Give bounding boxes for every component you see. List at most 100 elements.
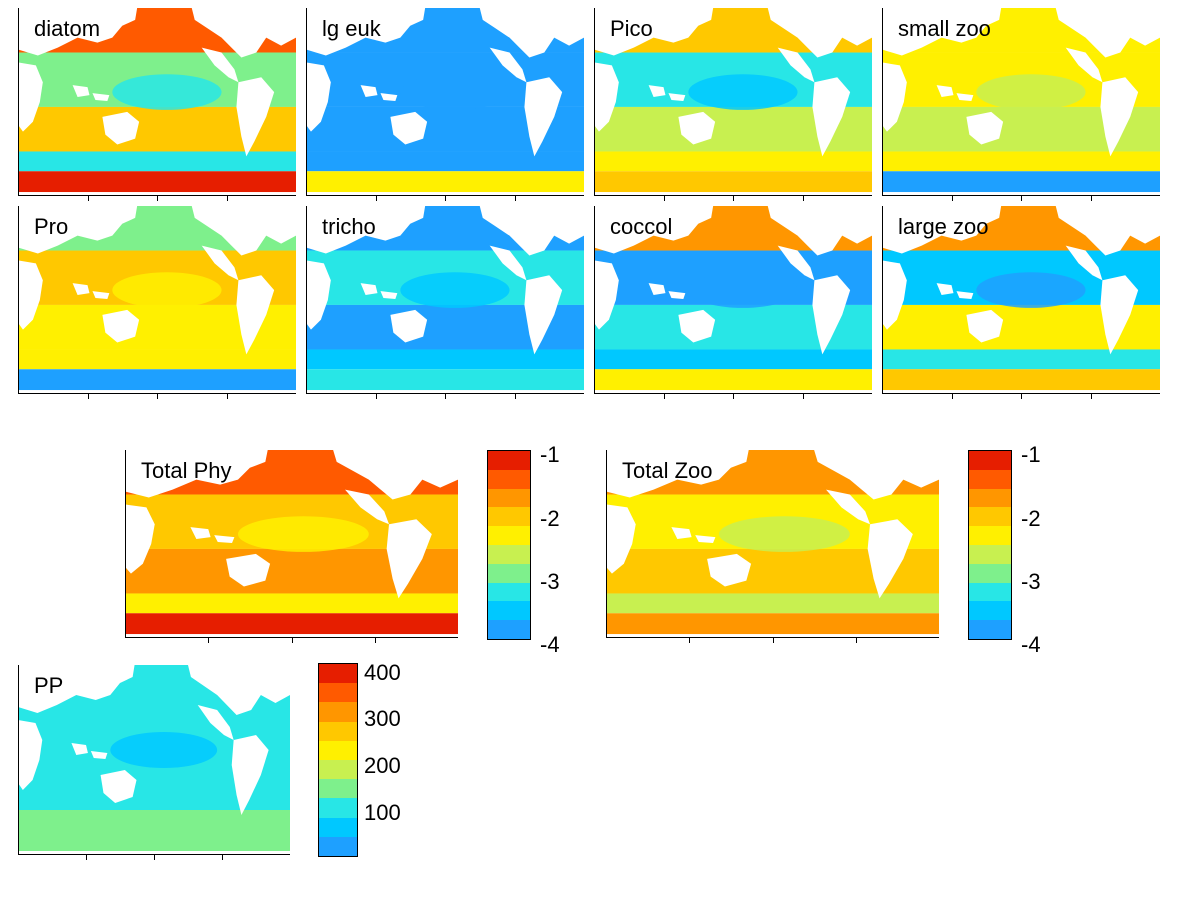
land-mass <box>489 245 527 281</box>
land-mass <box>867 519 913 599</box>
ocean-region <box>18 369 296 394</box>
land-mass <box>524 77 563 157</box>
land-mass <box>594 62 619 132</box>
colorbar-tick: -1 <box>540 442 560 467</box>
colorbar-segment <box>319 759 357 780</box>
land-mass <box>777 245 815 281</box>
land-mass <box>92 93 110 102</box>
land-mass <box>479 8 584 58</box>
land-mass <box>606 504 636 574</box>
gyre-region <box>112 74 222 110</box>
map-panel-coccol: coccol <box>594 206 872 399</box>
antarctica-edge <box>306 192 584 196</box>
land-mass <box>71 743 88 755</box>
gyre-region <box>976 74 1086 110</box>
x-axis <box>882 393 1160 399</box>
map-panel-large-zoo: large zoo <box>882 206 1160 399</box>
land-mass <box>191 206 296 256</box>
land-mass <box>695 535 716 544</box>
land-mass <box>18 665 135 713</box>
ocean-region <box>594 151 872 172</box>
land-mass <box>882 260 907 330</box>
land-mass <box>306 62 331 132</box>
land-mass <box>767 8 872 58</box>
ocean-region <box>882 151 1160 172</box>
map-panel-small-zoo: small zoo <box>882 8 1160 201</box>
colorbar-tick: -4 <box>540 632 560 657</box>
gyre-region <box>976 272 1086 308</box>
land-mass <box>72 85 90 98</box>
land-mass <box>18 720 43 790</box>
y-axis <box>125 450 126 638</box>
land-mass <box>360 85 378 98</box>
colorbar-segment <box>488 526 530 545</box>
land-mass <box>524 275 563 355</box>
ocean-map <box>18 206 296 394</box>
y-axis <box>882 206 883 394</box>
land-mass <box>594 206 714 254</box>
land-mass <box>882 8 1002 56</box>
colorbar-segment <box>319 683 357 703</box>
antarctica-edge <box>882 390 1160 394</box>
colorbar-tick: -2 <box>540 506 560 531</box>
ocean-region <box>306 151 584 172</box>
land-mass <box>936 283 954 296</box>
land-mass <box>648 85 666 98</box>
x-axis <box>18 393 296 399</box>
map-panel-total-phy: Total Phy <box>125 450 458 643</box>
map-panel-diatom: diatom <box>18 8 296 201</box>
x-axis <box>594 195 872 201</box>
land-mass <box>345 489 390 525</box>
antarctica-edge <box>18 390 296 394</box>
land-mass <box>100 770 137 803</box>
land-mass <box>966 309 1004 343</box>
land-mass <box>72 283 90 296</box>
colorbar-log-2 <box>968 450 1012 640</box>
ocean-region <box>18 151 296 172</box>
ocean-region <box>594 369 872 394</box>
x-axis <box>306 393 584 399</box>
land-mass <box>826 489 871 525</box>
y-axis <box>306 206 307 394</box>
colorbar-segment <box>969 488 1011 508</box>
map-panel-total-zoo: Total Zoo <box>606 450 939 643</box>
land-mass <box>125 504 155 574</box>
land-mass <box>306 8 426 56</box>
ocean-region <box>18 830 290 855</box>
land-mass <box>479 206 584 256</box>
colorbar-segment <box>488 563 530 583</box>
ocean-map <box>882 206 1160 394</box>
land-mass <box>201 47 239 83</box>
land-mass <box>214 535 235 544</box>
land-mass <box>814 450 939 500</box>
colorbar-segment <box>319 836 357 856</box>
colorbar-segment <box>488 469 530 489</box>
gyre-region <box>400 74 510 110</box>
land-mass <box>671 527 692 540</box>
land-mass <box>18 260 43 330</box>
x-axis <box>306 195 584 201</box>
map-panel-lg-euk: lg euk <box>306 8 584 201</box>
colorbar-segment <box>969 544 1011 564</box>
colorbar-log <box>487 450 531 640</box>
land-mass <box>678 111 716 145</box>
colorbar-segment <box>488 582 530 602</box>
gyre-region <box>688 272 798 308</box>
antarctica-edge <box>594 390 872 394</box>
land-mass <box>678 309 716 343</box>
land-mass <box>188 665 290 715</box>
gyre-region <box>400 272 510 308</box>
land-mass <box>767 206 872 256</box>
antarctica-edge <box>606 634 939 638</box>
land-mass <box>966 111 1004 145</box>
land-mass <box>489 47 527 83</box>
ocean-map <box>18 8 296 196</box>
ocean-map <box>306 206 584 394</box>
map-panel-pp: PP <box>18 665 290 860</box>
land-mass <box>390 309 428 343</box>
land-mass <box>648 283 666 296</box>
colorbar-segment <box>319 664 357 684</box>
x-axis <box>125 637 458 643</box>
antarctica-edge <box>18 192 296 196</box>
colorbar-segment <box>319 702 357 722</box>
